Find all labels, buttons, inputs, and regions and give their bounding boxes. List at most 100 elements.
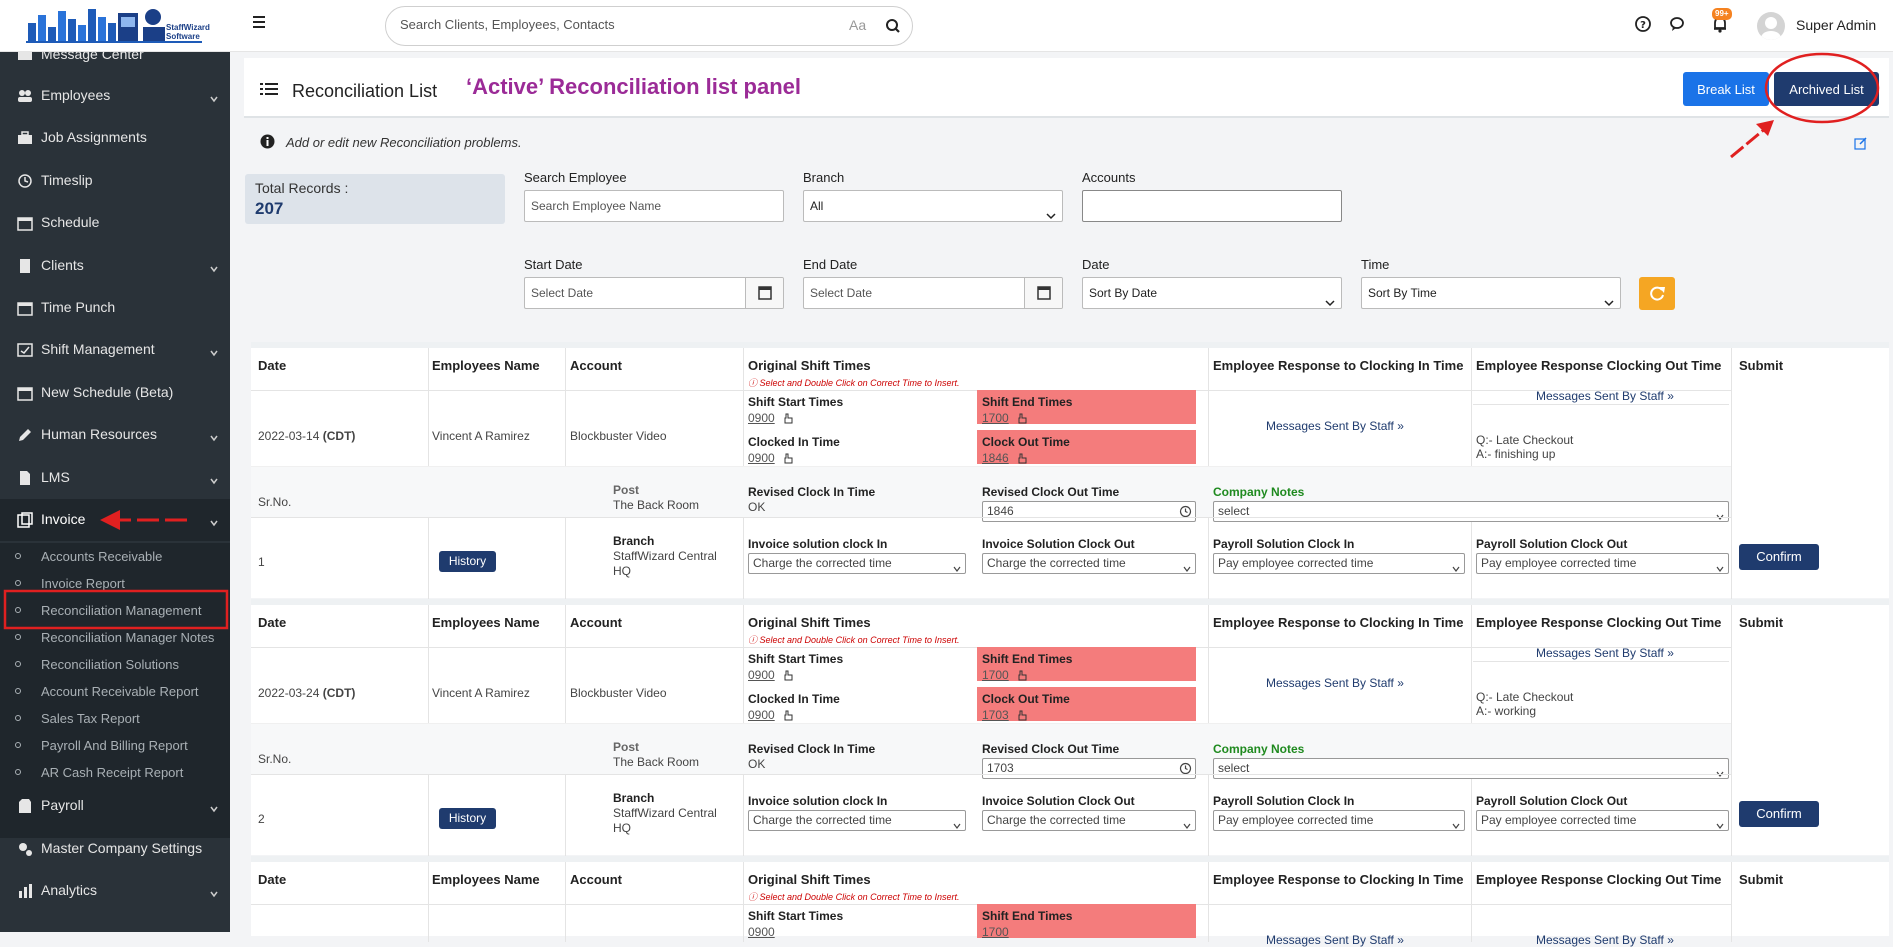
history-button[interactable]: History bbox=[439, 551, 496, 572]
payroll-out-select[interactable]: Pay employee corrected time bbox=[1476, 810, 1729, 831]
chevron-down-icon bbox=[1325, 289, 1335, 307]
sidebar-item-invoice[interactable]: Invoice bbox=[0, 499, 230, 541]
payroll-icon bbox=[17, 798, 33, 814]
branch-select[interactable]: All bbox=[803, 190, 1063, 222]
divider bbox=[251, 517, 1731, 518]
messages-sent-link[interactable]: Messages Sent By Staff » bbox=[1266, 676, 1404, 690]
messages-sent-link[interactable]: Messages Sent By Staff » bbox=[1536, 389, 1674, 403]
clock-out-value[interactable]: 1703 bbox=[982, 708, 1009, 722]
global-search-input[interactable] bbox=[400, 17, 800, 32]
calendar-icon[interactable] bbox=[1024, 278, 1062, 308]
clock-out-value[interactable]: 1846 bbox=[982, 451, 1009, 465]
revised-out-input[interactable]: 1703 bbox=[982, 758, 1196, 779]
company-notes-select[interactable]: select bbox=[1213, 758, 1729, 779]
submenu-account-receivable-report[interactable]: Account Receivable Report bbox=[0, 678, 230, 705]
response-question: Q:- Late Checkout bbox=[1476, 690, 1574, 704]
history-button[interactable]: History bbox=[439, 808, 496, 829]
start-date-input[interactable]: Select Date bbox=[524, 277, 784, 309]
payroll-out-value: Pay employee corrected time bbox=[1481, 813, 1637, 827]
chat-icon[interactable] bbox=[1667, 14, 1687, 34]
sidebar-item-human-resources[interactable]: Human Resources bbox=[0, 414, 230, 456]
match-case-toggle[interactable]: Aa bbox=[849, 17, 867, 33]
time-sort-select[interactable]: Sort By Time bbox=[1361, 277, 1621, 309]
payroll-in-select[interactable]: Pay employee corrected time bbox=[1213, 553, 1465, 574]
submenu-reconciliation-manager-notes[interactable]: Reconciliation Manager Notes bbox=[0, 624, 230, 651]
clocked-in-value[interactable]: 0900 bbox=[748, 451, 775, 465]
hand-pointer-icon bbox=[782, 412, 794, 427]
shift-start-value[interactable]: 0900 bbox=[748, 668, 775, 682]
sidebar-item-payroll[interactable]: Payroll bbox=[0, 785, 230, 827]
shift-start-value[interactable]: 0900 bbox=[748, 411, 775, 425]
user-name[interactable]: Super Admin bbox=[1796, 17, 1877, 33]
divider bbox=[565, 862, 566, 942]
sidebar-item-employees[interactable]: Employees bbox=[0, 75, 230, 117]
reconciliation-record: Date Employees Name Account Original Shi… bbox=[251, 856, 1889, 947]
sidebar-item-new-schedule[interactable]: New Schedule (Beta) bbox=[0, 372, 230, 414]
help-icon[interactable]: ? bbox=[1633, 14, 1653, 34]
hand-pointer-icon bbox=[1016, 412, 1028, 427]
info-icon bbox=[260, 134, 275, 152]
invoice-in-select[interactable]: Charge the corrected time bbox=[748, 810, 966, 831]
clocked-in-value[interactable]: 0900 bbox=[748, 708, 775, 722]
submenu-invoice-report[interactable]: Invoice Report bbox=[0, 570, 230, 597]
break-list-button[interactable]: Break List bbox=[1683, 72, 1769, 106]
edit-icon[interactable] bbox=[1854, 136, 1868, 153]
payroll-out-select[interactable]: Pay employee corrected time bbox=[1476, 553, 1729, 574]
archived-list-button[interactable]: Archived List bbox=[1774, 72, 1879, 106]
sidebar-item-analytics[interactable]: Analytics bbox=[0, 870, 230, 912]
submenu-accounts-receivable[interactable]: Accounts Receivable bbox=[0, 543, 230, 570]
search-employee-label: Search Employee bbox=[524, 170, 627, 185]
sidebar-item-shift-management[interactable]: Shift Management bbox=[0, 329, 230, 371]
submenu-sales-tax-report[interactable]: Sales Tax Report bbox=[0, 705, 230, 732]
company-notes-label: Company Notes bbox=[1213, 485, 1305, 499]
confirm-button[interactable]: Confirm bbox=[1739, 801, 1819, 827]
sr-no-value: 2 bbox=[258, 812, 265, 826]
calendar-icon[interactable] bbox=[745, 278, 783, 308]
company-notes-select[interactable]: select bbox=[1213, 501, 1729, 522]
search-icon[interactable] bbox=[883, 16, 903, 36]
messages-sent-link[interactable]: Messages Sent By Staff » bbox=[1536, 646, 1674, 660]
record-employee: Vincent A Ramirez bbox=[432, 686, 530, 700]
submenu-reconciliation-management[interactable]: Reconciliation Management bbox=[0, 597, 230, 624]
staffwizard-logo[interactable]: StaffWizard Software bbox=[26, 3, 210, 47]
avatar[interactable] bbox=[1757, 12, 1785, 40]
revised-out-input[interactable]: 1846 bbox=[982, 501, 1196, 522]
accounts-input[interactable] bbox=[1082, 190, 1342, 222]
invoice-out-select[interactable]: Charge the corrected time bbox=[982, 553, 1196, 574]
record-account: Blockbuster Video bbox=[570, 686, 667, 700]
sidebar-item-master-company-settings[interactable]: Master Company Settings bbox=[0, 828, 230, 870]
sidebar-item-lms[interactable]: LMS bbox=[0, 457, 230, 499]
shift-start-value[interactable]: 0900 bbox=[748, 925, 775, 939]
sidebar-item-job-assignments[interactable]: Job Assignments bbox=[0, 117, 230, 159]
reconciliation-record: Date Employees Name Account Original Shi… bbox=[251, 342, 1889, 604]
search-employee-input[interactable]: Search Employee Name bbox=[524, 190, 784, 222]
clock-icon[interactable] bbox=[1179, 762, 1192, 781]
sidebar-item-schedule[interactable]: Schedule bbox=[0, 202, 230, 244]
submenu-label: Sales Tax Report bbox=[41, 711, 140, 726]
end-date-input[interactable]: Select Date bbox=[803, 277, 1063, 309]
messages-sent-link[interactable]: Messages Sent By Staff » bbox=[1536, 933, 1674, 947]
shift-end-value[interactable]: 1700 bbox=[982, 411, 1009, 425]
shift-end-value[interactable]: 1700 bbox=[982, 668, 1009, 682]
messages-sent-link[interactable]: Messages Sent By Staff » bbox=[1266, 419, 1404, 433]
clock-icon[interactable] bbox=[1179, 505, 1192, 524]
shift-end-value[interactable]: 1700 bbox=[982, 925, 1009, 939]
col-date: Date bbox=[258, 358, 287, 373]
confirm-button[interactable]: Confirm bbox=[1739, 544, 1819, 570]
company-notes-value: select bbox=[1218, 504, 1250, 518]
sidebar-item-clients[interactable]: Clients bbox=[0, 245, 230, 287]
submenu-ar-cash-receipt-report[interactable]: AR Cash Receipt Report bbox=[0, 759, 230, 786]
invoice-out-select[interactable]: Charge the corrected time bbox=[982, 810, 1196, 831]
sidebar-item-message-center[interactable]: Message Center bbox=[0, 52, 230, 76]
menu-toggle-icon[interactable] bbox=[253, 13, 269, 31]
submenu-reconciliation-solutions[interactable]: Reconciliation Solutions bbox=[0, 651, 230, 678]
payroll-in-select[interactable]: Pay employee corrected time bbox=[1213, 810, 1465, 831]
reset-button[interactable] bbox=[1639, 277, 1675, 310]
date-sort-select[interactable]: Sort By Date bbox=[1082, 277, 1342, 309]
sidebar-item-time-punch[interactable]: Time Punch bbox=[0, 287, 230, 329]
sidebar-item-timeslip[interactable]: Timeslip bbox=[0, 160, 230, 202]
global-search[interactable]: Aa bbox=[385, 6, 913, 46]
messages-sent-link[interactable]: Messages Sent By Staff » bbox=[1266, 933, 1404, 947]
submenu-payroll-billing-report[interactable]: Payroll And Billing Report bbox=[0, 732, 230, 759]
invoice-in-select[interactable]: Charge the corrected time bbox=[748, 553, 966, 574]
